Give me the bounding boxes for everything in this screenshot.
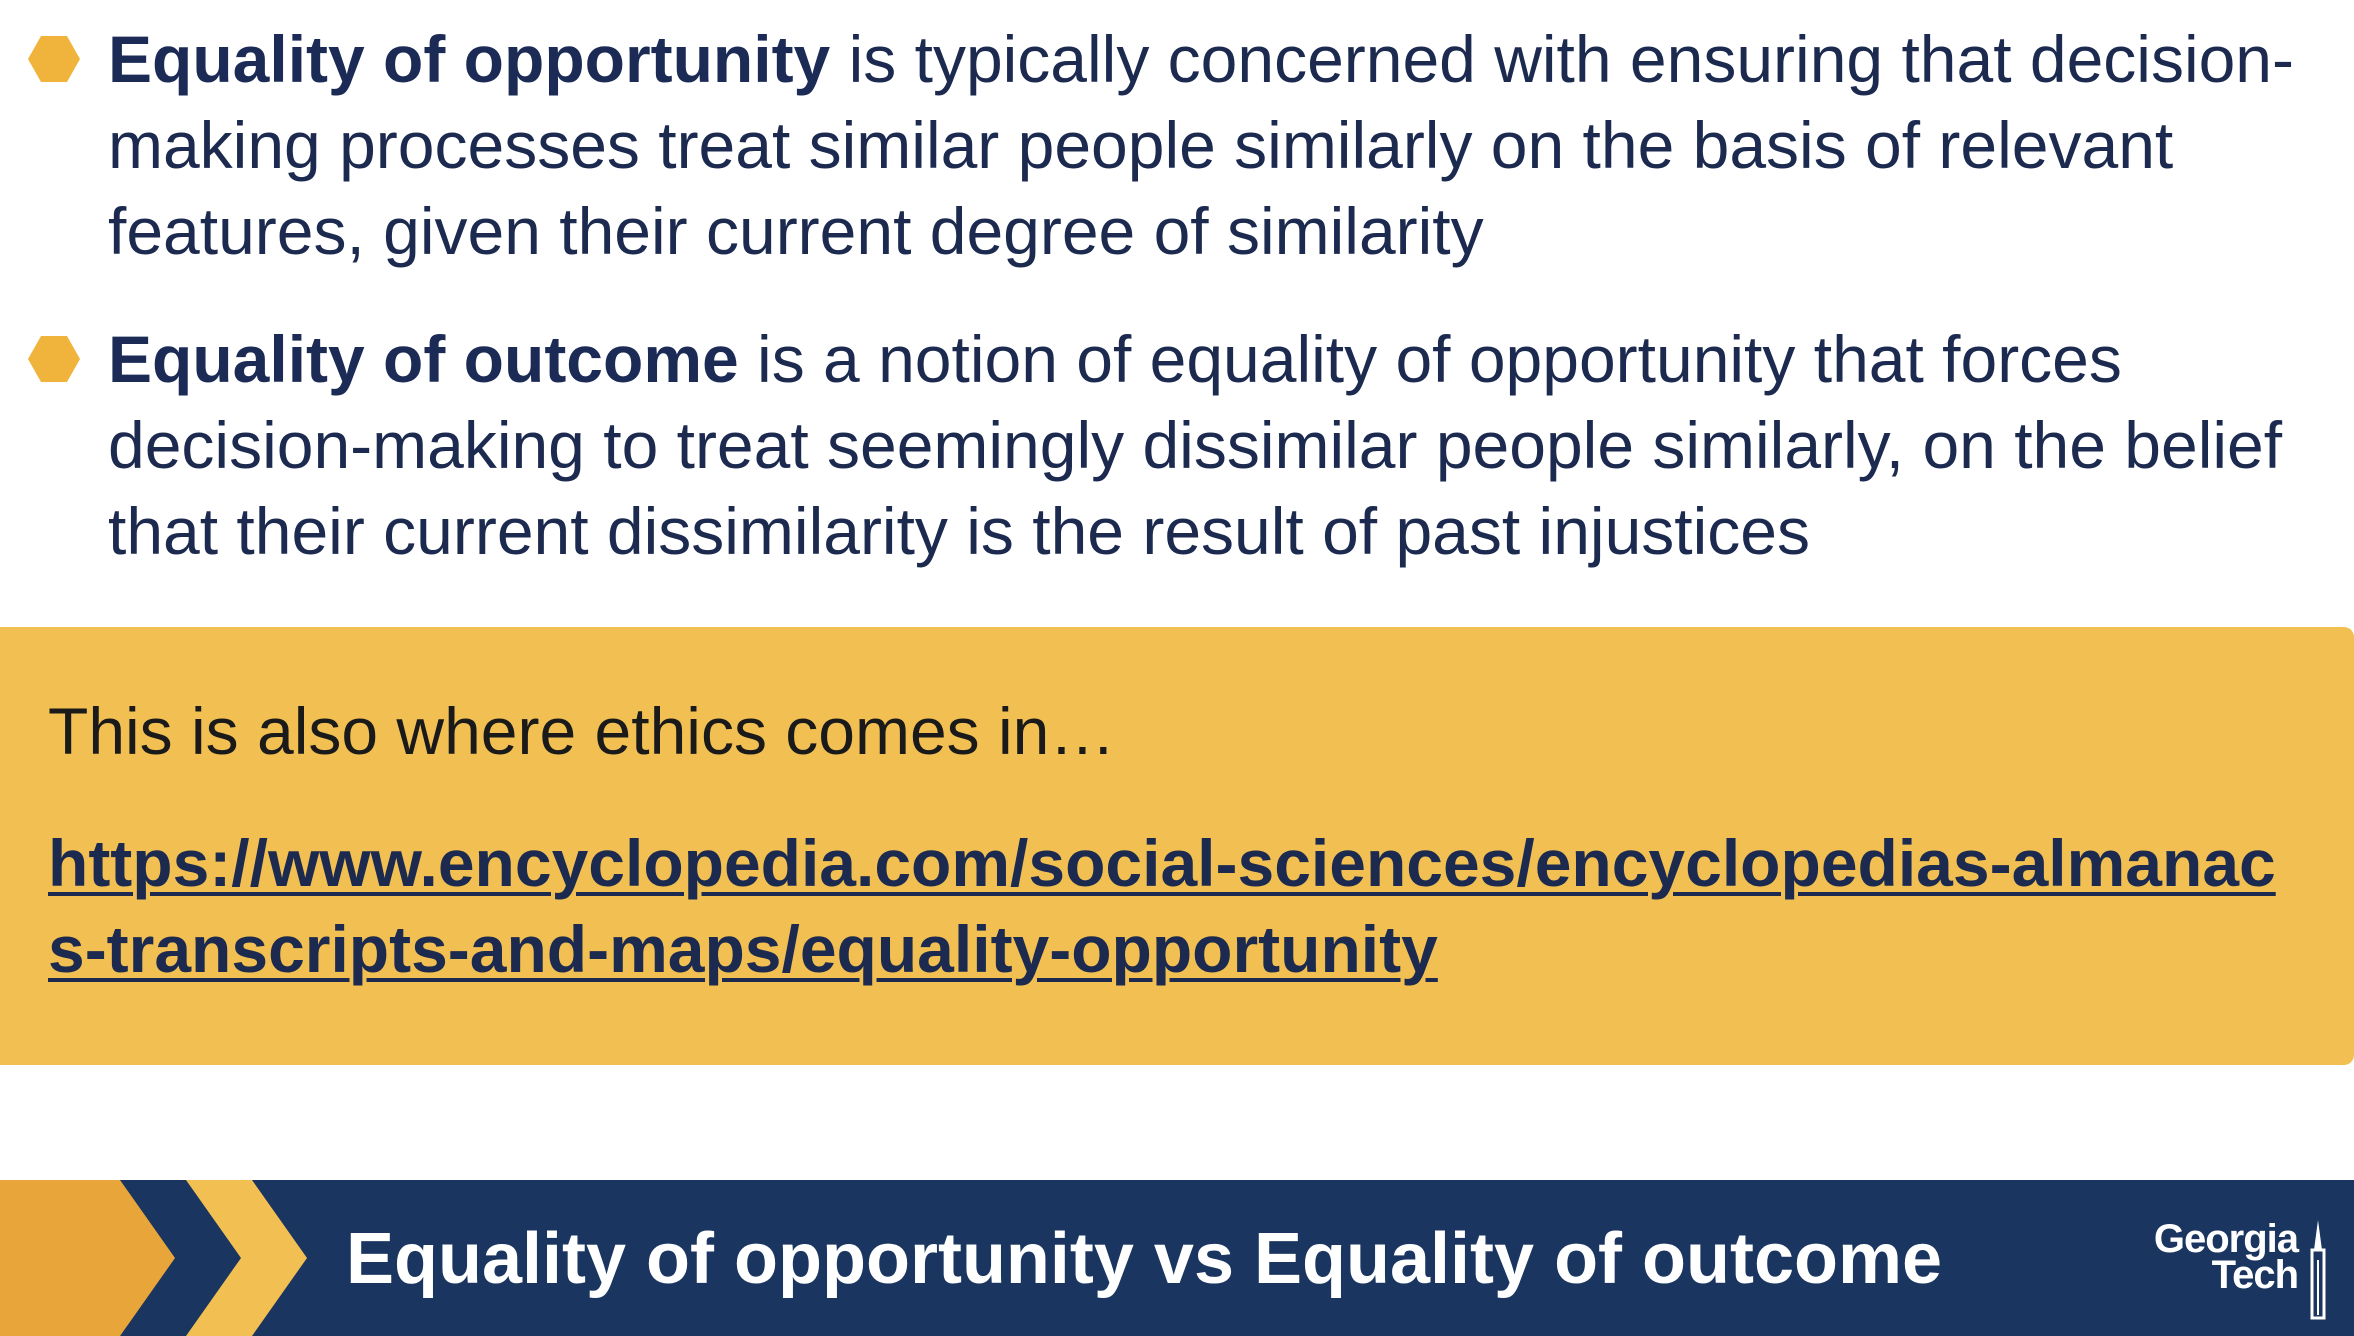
tower-icon bbox=[2310, 1220, 2326, 1320]
georgia-tech-logo: Georgia Tech bbox=[2102, 1219, 2332, 1330]
callout-text: This is also where ethics comes in… bbox=[48, 694, 1116, 768]
bullet-item-equality-of-outcome: Equality of outcome is a notion of equal… bbox=[28, 316, 2328, 574]
hexagon-bullet-icon bbox=[28, 336, 80, 382]
double-chevron-icon bbox=[0, 1180, 320, 1336]
bullet-term: Equality of opportunity bbox=[108, 22, 831, 96]
bullet-text: is typically concerned with ensuring tha… bbox=[108, 22, 2294, 268]
logo-line-1: Georgia bbox=[2153, 1217, 2299, 1261]
bullet-term: Equality of outcome bbox=[108, 322, 739, 396]
bullet-text: is a notion of equality of opportunity t… bbox=[108, 322, 2283, 568]
logo-line-2: Tech bbox=[2211, 1253, 2299, 1297]
bullet-item-equality-of-opportunity: Equality of opportunity is typically con… bbox=[28, 16, 2328, 274]
callout-box bbox=[0, 627, 2354, 1065]
hexagon-bullet-icon bbox=[28, 36, 80, 82]
footer-banner: Equality of opportunity vs Equality of o… bbox=[0, 1180, 2354, 1336]
slide-title: Equality of opportunity vs Equality of o… bbox=[346, 1219, 1943, 1299]
reference-link[interactable]: https://www.encyclopedia.com/social-scie… bbox=[48, 826, 2276, 986]
